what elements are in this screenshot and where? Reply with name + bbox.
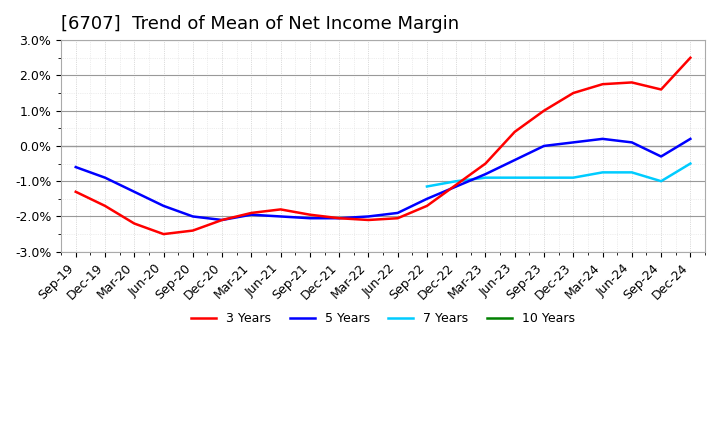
7 Years: [657, 179, 665, 184]
5 Years: [189, 214, 197, 219]
3 Years: [305, 212, 314, 217]
3 Years: [71, 189, 80, 194]
5 Years: [598, 136, 607, 142]
3 Years: [393, 216, 402, 221]
3 Years: [540, 108, 549, 113]
3 Years: [510, 129, 519, 135]
Line: 7 Years: 7 Years: [427, 164, 690, 187]
5 Years: [686, 136, 695, 142]
Line: 5 Years: 5 Years: [76, 139, 690, 220]
Text: [6707]  Trend of Mean of Net Income Margin: [6707] Trend of Mean of Net Income Margi…: [61, 15, 459, 33]
3 Years: [247, 210, 256, 216]
3 Years: [481, 161, 490, 166]
7 Years: [452, 179, 461, 184]
7 Years: [423, 184, 431, 189]
5 Years: [159, 203, 168, 209]
3 Years: [452, 182, 461, 187]
3 Years: [159, 231, 168, 237]
5 Years: [569, 140, 577, 145]
3 Years: [189, 228, 197, 233]
3 Years: [335, 216, 343, 221]
3 Years: [217, 217, 226, 223]
7 Years: [569, 175, 577, 180]
3 Years: [130, 221, 138, 226]
5 Years: [540, 143, 549, 149]
3 Years: [628, 80, 636, 85]
5 Years: [217, 217, 226, 223]
5 Years: [71, 165, 80, 170]
5 Years: [276, 214, 285, 219]
5 Years: [628, 140, 636, 145]
7 Years: [628, 170, 636, 175]
5 Years: [393, 210, 402, 216]
5 Years: [247, 212, 256, 217]
3 Years: [101, 203, 109, 209]
7 Years: [481, 175, 490, 180]
7 Years: [686, 161, 695, 166]
5 Years: [305, 216, 314, 221]
3 Years: [657, 87, 665, 92]
5 Years: [423, 196, 431, 202]
Legend: 3 Years, 5 Years, 7 Years, 10 Years: 3 Years, 5 Years, 7 Years, 10 Years: [186, 307, 580, 330]
5 Years: [364, 214, 373, 219]
7 Years: [598, 170, 607, 175]
7 Years: [540, 175, 549, 180]
5 Years: [510, 158, 519, 163]
3 Years: [364, 217, 373, 223]
5 Years: [452, 184, 461, 189]
3 Years: [686, 55, 695, 60]
7 Years: [510, 175, 519, 180]
5 Years: [481, 172, 490, 177]
5 Years: [130, 189, 138, 194]
3 Years: [598, 81, 607, 87]
Line: 3 Years: 3 Years: [76, 58, 690, 234]
3 Years: [423, 203, 431, 209]
5 Years: [335, 216, 343, 221]
3 Years: [569, 90, 577, 95]
5 Years: [657, 154, 665, 159]
5 Years: [101, 175, 109, 180]
3 Years: [276, 207, 285, 212]
